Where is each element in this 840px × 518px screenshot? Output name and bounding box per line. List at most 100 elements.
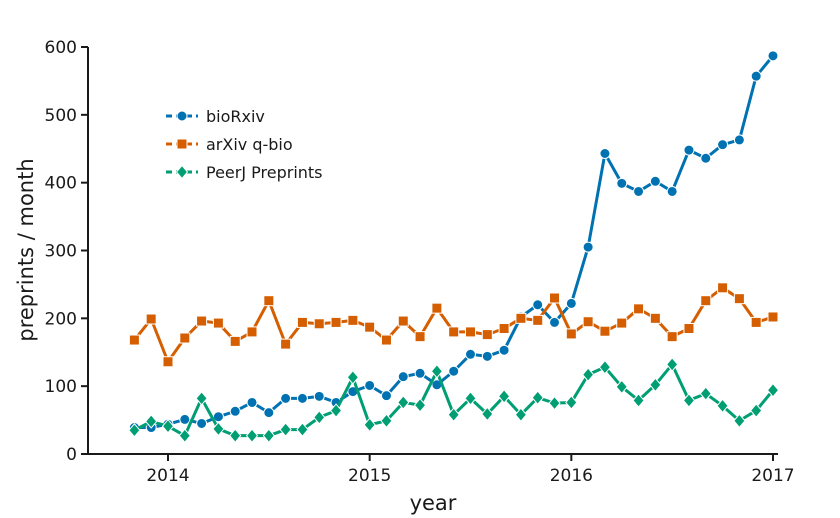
data-point-arxiv-q-bio	[397, 315, 409, 327]
data-point-peerj-preprints	[329, 403, 343, 418]
data-point-arxiv-q-bio	[565, 328, 577, 340]
data-point-peerj-preprints	[750, 403, 763, 418]
data-point-peerj-preprints	[481, 406, 494, 422]
data-point-biorxiv	[246, 396, 258, 408]
y-tick-label: 300	[45, 242, 77, 262]
data-point-peerj-preprints	[212, 421, 225, 437]
data-point-peerj-preprints	[279, 422, 292, 437]
x-tick-label: 2014	[146, 466, 189, 486]
data-point-biorxiv	[229, 405, 241, 417]
data-point-arxiv-q-bio	[263, 295, 275, 307]
data-point-peerj-preprints	[598, 359, 612, 375]
data-point-peerj-preprints	[346, 370, 360, 385]
data-point-arxiv-q-bio	[616, 317, 628, 329]
data-point-arxiv-q-bio	[733, 293, 745, 305]
data-point-arxiv-q-bio	[448, 326, 460, 338]
data-point-peerj-preprints	[245, 428, 259, 443]
data-point-peerj-preprints	[649, 377, 662, 393]
data-point-peerj-preprints	[632, 393, 645, 408]
data-point-peerj-preprints	[262, 428, 275, 443]
data-point-arxiv-q-bio	[196, 315, 208, 327]
y-tick-label: 0	[66, 445, 77, 465]
data-point-arxiv-q-bio	[229, 335, 241, 347]
data-point-biorxiv	[263, 407, 275, 419]
data-point-peerj-preprints	[464, 391, 477, 406]
data-point-biorxiv	[448, 365, 460, 377]
data-point-biorxiv	[700, 152, 712, 164]
data-point-biorxiv	[565, 297, 577, 309]
data-point-arxiv-q-bio	[414, 331, 426, 343]
data-point-arxiv-q-bio	[280, 338, 292, 350]
data-point-peerj-preprints	[195, 391, 208, 406]
data-point-biorxiv	[313, 390, 325, 402]
data-point-arxiv-q-bio	[162, 356, 174, 368]
data-point-arxiv-q-bio	[145, 313, 157, 325]
data-point-biorxiv	[498, 344, 510, 356]
data-point-peerj-preprints	[682, 393, 696, 408]
data-point-biorxiv	[364, 379, 376, 391]
data-point-biorxiv	[633, 185, 645, 197]
data-point-biorxiv	[582, 241, 594, 253]
data-point-biorxiv	[767, 50, 779, 62]
legend: bioRxiv arXiv q-bio PeerJ Preprints	[166, 107, 323, 182]
data-point-peerj-preprints	[128, 422, 141, 438]
data-point-peerj-preprints	[380, 413, 393, 429]
y-tick-label: 400	[45, 174, 77, 194]
data-point-arxiv-q-bio	[582, 316, 594, 328]
data-point-biorxiv	[549, 316, 561, 328]
data-point-arxiv-q-bio	[212, 317, 224, 329]
data-point-peerj-preprints	[514, 407, 528, 422]
y-tick-label: 500	[45, 106, 77, 126]
series-arxiv-q-bio	[128, 282, 779, 368]
data-point-peerj-preprints	[497, 389, 511, 404]
data-point-biorxiv	[683, 144, 695, 156]
data-point-biorxiv	[380, 390, 392, 402]
data-point-peerj-preprints	[313, 410, 326, 425]
data-point-arxiv-q-bio	[649, 312, 661, 324]
legend-swatch-marker	[176, 138, 188, 150]
data-point-peerj-preprints	[447, 407, 460, 422]
data-point-peerj-preprints	[615, 379, 628, 395]
series-peerj-preprints	[128, 357, 780, 443]
data-point-arxiv-q-bio	[464, 326, 476, 338]
x-tick-label: 2017	[751, 466, 794, 486]
data-point-biorxiv	[750, 70, 762, 82]
data-point-peerj-preprints	[699, 386, 712, 401]
data-point-peerj-preprints	[531, 390, 544, 405]
data-point-peerj-preprints	[363, 417, 376, 433]
data-point-biorxiv	[717, 139, 729, 151]
data-point-peerj-preprints	[161, 418, 175, 434]
data-point-biorxiv	[179, 413, 191, 425]
data-point-peerj-preprints	[430, 363, 444, 379]
data-point-peerj-preprints	[178, 428, 191, 443]
data-point-peerj-preprints	[548, 395, 561, 411]
data-point-peerj-preprints	[766, 382, 780, 398]
data-point-biorxiv	[616, 177, 628, 189]
y-tick-label: 100	[45, 377, 77, 397]
data-point-arxiv-q-bio	[330, 316, 342, 328]
data-point-peerj-preprints	[733, 413, 746, 429]
data-point-biorxiv	[397, 371, 409, 383]
series-line-arxiv-q-bio	[133, 286, 774, 364]
x-tick-label: 2016	[550, 466, 593, 486]
data-point-arxiv-q-bio	[683, 323, 695, 335]
data-point-biorxiv	[196, 417, 208, 429]
data-point-arxiv-q-bio	[296, 316, 308, 328]
series-layer	[128, 50, 780, 443]
legend-label: PeerJ Preprints	[206, 163, 323, 182]
legend-label: bioRxiv	[206, 107, 265, 126]
data-point-arxiv-q-bio	[313, 318, 325, 330]
data-point-arxiv-q-bio	[532, 314, 544, 326]
data-point-peerj-preprints	[666, 357, 679, 372]
x-tick-label: 2015	[348, 466, 391, 486]
data-point-biorxiv	[666, 185, 678, 197]
axes	[87, 47, 778, 455]
y-axis-title: preprints / month	[14, 158, 38, 341]
data-point-peerj-preprints	[397, 395, 410, 410]
data-point-arxiv-q-bio	[380, 334, 392, 346]
data-point-biorxiv	[280, 392, 292, 404]
legend-swatch-marker	[176, 110, 188, 122]
data-point-arxiv-q-bio	[128, 334, 140, 346]
y-tick-label: 600	[45, 38, 77, 58]
